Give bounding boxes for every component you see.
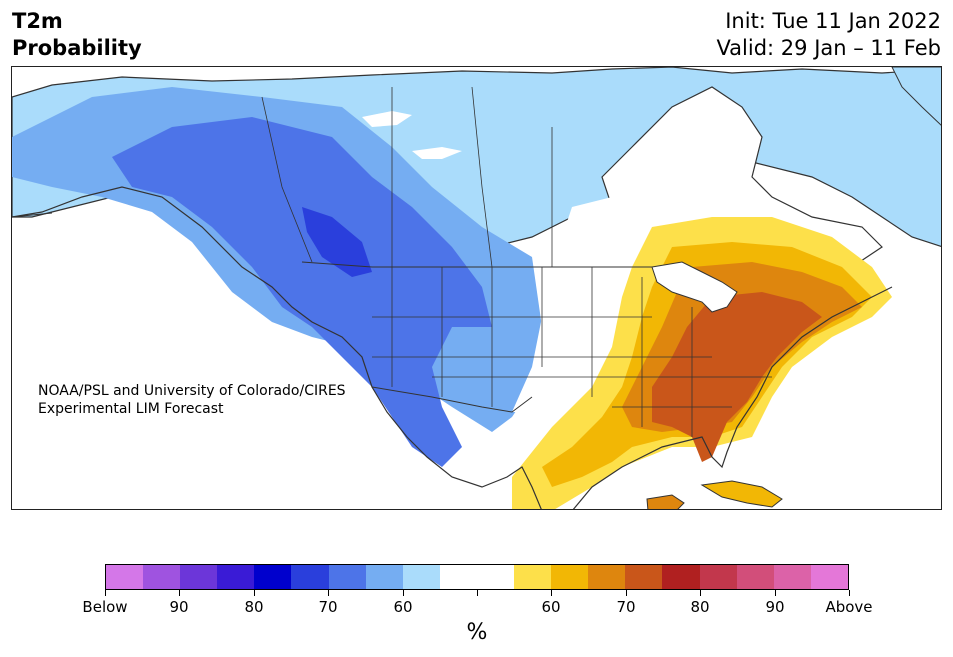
state-lines: [372, 267, 772, 437]
colorbar-tick: [849, 590, 850, 596]
us-mexico-border: [371, 386, 533, 413]
colorbar-segment: [736, 565, 774, 589]
colorbar-tick: [775, 590, 776, 596]
colorbar-segment: [551, 565, 589, 589]
probability-colorbar: [105, 564, 849, 590]
map-title: T2m Probability: [12, 8, 142, 62]
colorbar-tick: [105, 590, 106, 596]
cold-band-blue: [112, 117, 492, 467]
map-svg: [12, 67, 941, 509]
colorbar-tick-label: 80: [244, 598, 264, 616]
colorbar-tick-label: 60: [393, 598, 413, 616]
east-coastline: [572, 286, 893, 509]
colorbar-segment: [365, 565, 403, 589]
forecast-credit: NOAA/PSL and University of Colorado/CIRE…: [38, 382, 346, 418]
colorbar-segment: [291, 565, 329, 589]
great-lakes: [651, 261, 738, 313]
greenland-edge: [891, 67, 941, 126]
colorbar-segment: [328, 565, 366, 589]
colorbar-segment: [662, 565, 700, 589]
colorbar-segment: [588, 565, 626, 589]
colorbar-tick-label: 70: [616, 598, 636, 616]
colorbar-segment: [143, 565, 181, 589]
credit-line-1: NOAA/PSL and University of Colorado/CIRE…: [38, 383, 346, 399]
colorbar-tick-label: 90: [169, 598, 189, 616]
cuba-landmass: [700, 480, 783, 508]
colorbar-tick: [403, 590, 404, 596]
colorbar-unit: %: [466, 620, 488, 645]
colorbar-tick-label: 80: [690, 598, 710, 616]
great-bear-lake: [362, 111, 412, 127]
title-line-2: Probability: [12, 36, 142, 60]
colorbar-segment: [514, 565, 552, 589]
colorbar-segment: [402, 565, 440, 589]
credit-line-2: Experimental LIM Forecast: [38, 401, 224, 417]
colorbar-segment: [773, 565, 811, 589]
forecast-dates: Init: Tue 11 Jan 2022 Valid: 29 Jan – 11…: [716, 8, 941, 62]
init-date: Init: Tue 11 Jan 2022: [725, 9, 941, 33]
colorbar-tick: [626, 590, 627, 596]
colorbar-tick-label: Below: [82, 598, 128, 616]
colorbar-tick: [179, 590, 180, 596]
province-lines: [261, 86, 553, 268]
colorbar-tick: [254, 590, 255, 596]
colorbar-segment: [476, 565, 515, 589]
aleutian-islands: [12, 212, 53, 218]
colorbar-segment: [106, 565, 144, 589]
colorbar-segment: [180, 565, 218, 589]
colorbar-segment: [810, 565, 848, 589]
colorbar-segment: [699, 565, 737, 589]
valid-period: Valid: 29 Jan – 11 Feb: [716, 36, 941, 60]
colorbar-segment: [625, 565, 663, 589]
colorbar-tick-label: 60: [541, 598, 561, 616]
colorbar-tick: [477, 590, 478, 596]
colorbar-segment: [217, 565, 255, 589]
coastline: [12, 186, 542, 509]
colorbar-tick: [328, 590, 329, 596]
title-line-1: T2m: [12, 9, 63, 33]
cold-core-dark-blue: [302, 207, 372, 277]
colorbar-tick-label: Above: [825, 598, 873, 616]
colorbar-tick-label: 90: [765, 598, 785, 616]
colorbar-tick-label: 70: [318, 598, 338, 616]
caribbean-orange: [646, 494, 685, 509]
colorbar-segment: [254, 565, 292, 589]
colorbar-tick: [551, 590, 552, 596]
great-slave-lake: [412, 147, 462, 159]
colorbar-tick: [700, 590, 701, 596]
colorbar-segment: [439, 565, 477, 589]
probability-map: [11, 66, 942, 510]
